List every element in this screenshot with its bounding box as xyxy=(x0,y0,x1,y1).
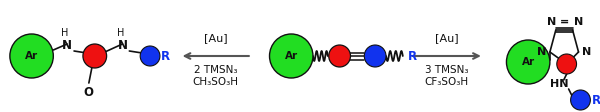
Text: O: O xyxy=(84,85,94,98)
Text: R: R xyxy=(408,50,417,62)
Circle shape xyxy=(557,54,577,74)
Circle shape xyxy=(329,45,350,67)
Text: Ar: Ar xyxy=(521,57,535,67)
Circle shape xyxy=(364,45,386,67)
Circle shape xyxy=(269,34,313,78)
Text: N: N xyxy=(118,39,127,52)
Text: N: N xyxy=(538,47,547,57)
Text: R: R xyxy=(161,50,170,62)
Circle shape xyxy=(10,34,53,78)
Text: 2 TMSN₃: 2 TMSN₃ xyxy=(194,65,238,75)
Text: H: H xyxy=(117,28,124,38)
Text: [Au]: [Au] xyxy=(435,33,458,43)
Text: [Au]: [Au] xyxy=(204,33,227,43)
Text: N: N xyxy=(547,17,556,27)
Circle shape xyxy=(571,90,590,110)
Text: Ar: Ar xyxy=(284,51,298,61)
Text: HN: HN xyxy=(550,79,568,89)
Text: Ar: Ar xyxy=(25,51,38,61)
Text: N: N xyxy=(574,17,583,27)
Text: R: R xyxy=(592,94,600,107)
Text: N: N xyxy=(582,47,591,57)
Text: N: N xyxy=(62,39,72,52)
Circle shape xyxy=(83,44,107,68)
Circle shape xyxy=(140,46,160,66)
Text: =: = xyxy=(560,17,569,27)
Text: H: H xyxy=(61,28,69,38)
Circle shape xyxy=(506,40,550,84)
Text: 3 TMSN₃: 3 TMSN₃ xyxy=(425,65,469,75)
Text: CF₃SO₃H: CF₃SO₃H xyxy=(425,77,469,87)
Text: CH₃SO₃H: CH₃SO₃H xyxy=(193,77,239,87)
